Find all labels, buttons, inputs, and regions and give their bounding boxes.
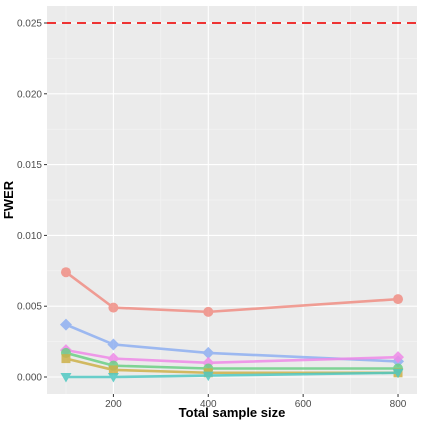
y-tick-label: 0.020 xyxy=(17,89,42,100)
x-axis-ticks: 200 400 600 800 xyxy=(105,394,407,410)
series-line xyxy=(65,348,399,365)
x-tick-label: 800 xyxy=(390,399,407,410)
x-tick-label: 400 xyxy=(200,399,217,410)
data-point xyxy=(60,267,71,278)
y-tick-label: 0.005 xyxy=(17,302,42,313)
data-point xyxy=(60,373,72,383)
data-point xyxy=(108,302,119,313)
data-point xyxy=(107,338,120,351)
data-point xyxy=(107,352,120,365)
data-point xyxy=(61,354,71,364)
series-layer xyxy=(59,267,405,383)
series-line xyxy=(65,357,399,375)
data-point xyxy=(393,294,404,305)
y-axis-ticks: 0.000 0.005 0.010 0.015 0.020 0.025 xyxy=(17,18,47,384)
data-point xyxy=(202,346,215,359)
data-point xyxy=(392,368,404,379)
series-1 xyxy=(60,267,404,317)
x-axis-title: Total sample size xyxy=(179,405,286,420)
data-point xyxy=(108,365,118,375)
data-point xyxy=(202,371,214,382)
series-line xyxy=(65,323,399,363)
x-tick-label: 600 xyxy=(295,399,312,410)
data-point xyxy=(392,351,405,364)
y-tick-label: 0.000 xyxy=(17,373,42,384)
series-2 xyxy=(59,318,405,368)
series-line xyxy=(65,371,399,379)
series-line xyxy=(65,271,399,314)
series-line xyxy=(65,351,399,370)
y-axis-title: FWER xyxy=(1,180,16,219)
x-tick-label: 200 xyxy=(105,399,122,410)
y-tick-label: 0.010 xyxy=(17,231,42,242)
y-tick-label: 0.015 xyxy=(17,160,42,171)
y-tick-label: 0.025 xyxy=(17,18,42,29)
series-6 xyxy=(60,368,404,383)
data-point xyxy=(107,373,119,383)
data-point xyxy=(203,306,214,317)
data-point xyxy=(59,318,72,331)
